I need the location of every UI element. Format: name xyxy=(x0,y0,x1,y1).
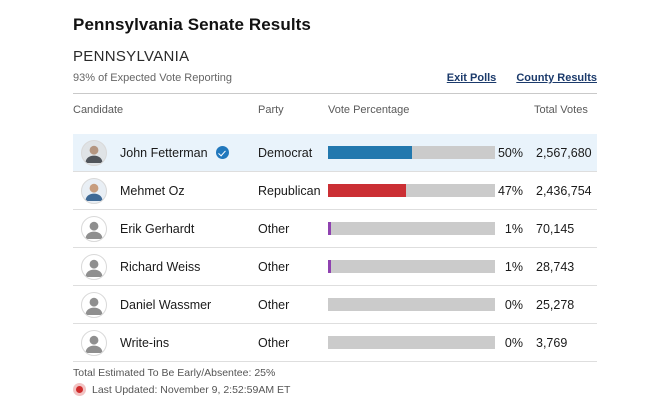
absentee-note: Total Estimated To Be Early/Absentee: 25… xyxy=(73,367,276,379)
party-label: Democrat xyxy=(258,145,313,160)
footer: Total Estimated To Be Early/Absentee: 25… xyxy=(73,367,597,396)
vote-bar-cell xyxy=(328,336,495,349)
vote-percentage: 47% xyxy=(497,183,523,198)
vote-bar-track xyxy=(328,222,495,235)
total-votes: 70,145 xyxy=(536,221,575,236)
vote-percentage: 0% xyxy=(504,335,523,350)
vote-percentage: 0% xyxy=(504,297,523,312)
reporting-status: 93% of Expected Vote Reporting xyxy=(73,72,232,84)
vote-percentage: 50% xyxy=(497,145,523,160)
candidate-cell: Daniel Wassmer xyxy=(73,291,258,318)
vote-bar-cell xyxy=(328,298,495,311)
results-table-body: John Fetterman Democrat 50% 2,567,680 Me… xyxy=(73,134,597,362)
party-label: Other xyxy=(258,297,290,312)
total-votes: 28,743 xyxy=(536,259,575,274)
candidate-name: Daniel Wassmer xyxy=(120,297,212,312)
table-header-row: Candidate Party Vote Percentage Total Vo… xyxy=(73,94,597,134)
state-label: PENNSYLVANIA xyxy=(73,48,190,65)
vote-bar-track xyxy=(328,336,495,349)
table-row: Write-ins Other 0% 3,769 xyxy=(73,324,597,362)
candidate-cell: Erik Gerhardt xyxy=(73,215,258,242)
vote-bar-cell xyxy=(328,184,495,197)
candidate-avatar xyxy=(81,177,107,204)
header-party: Party xyxy=(258,104,284,116)
total-votes: 25,278 xyxy=(536,297,575,312)
header-vote-percentage: Vote Percentage xyxy=(328,104,410,116)
candidate-avatar xyxy=(81,329,107,356)
vote-bar-fill xyxy=(328,184,407,197)
vote-percentage: 1% xyxy=(504,221,523,236)
total-votes: 2,436,754 xyxy=(536,183,592,198)
table-row: Richard Weiss Other 1% 28,743 xyxy=(73,248,597,286)
page-title: Pennsylvania Senate Results xyxy=(73,15,311,34)
table-row: John Fetterman Democrat 50% 2,567,680 xyxy=(73,134,597,172)
live-indicator-icon xyxy=(73,383,86,396)
total-votes: 3,769 xyxy=(536,335,568,350)
vote-bar-track xyxy=(328,146,495,159)
table-row: Daniel Wassmer Other 0% 25,278 xyxy=(73,286,597,324)
party-label: Other xyxy=(258,259,290,274)
vote-bar-fill xyxy=(328,260,331,273)
vote-bar-cell xyxy=(328,146,495,159)
candidate-name: John Fetterman xyxy=(120,145,208,160)
candidate-avatar xyxy=(81,291,107,318)
vote-bar-track xyxy=(328,298,495,311)
status-row: 93% of Expected Vote Reporting Exit Poll… xyxy=(73,72,597,94)
total-votes: 2,567,680 xyxy=(536,145,592,160)
party-label: Other xyxy=(258,221,290,236)
party-label: Other xyxy=(258,335,290,350)
candidate-name: Write-ins xyxy=(120,335,170,350)
vote-bar-cell xyxy=(328,260,495,273)
table-row: Erik Gerhardt Other 1% 70,145 xyxy=(73,210,597,248)
vote-bar-cell xyxy=(328,222,495,235)
election-results-module: Pennsylvania Senate Results PENNSYLVANIA… xyxy=(0,0,597,396)
winner-check-icon xyxy=(215,146,229,159)
candidate-avatar xyxy=(81,139,107,166)
candidate-name: Erik Gerhardt xyxy=(120,221,195,236)
vote-bar-track xyxy=(328,260,495,273)
candidate-name: Mehmet Oz xyxy=(120,183,185,198)
candidate-cell: John Fetterman xyxy=(73,139,258,166)
last-updated-line: Last Updated: November 9, 2:52:59AM ET xyxy=(73,383,597,396)
results-links: Exit Polls County Results xyxy=(447,72,597,84)
table-row: Mehmet Oz Republican 47% 2,436,754 xyxy=(73,172,597,210)
candidate-avatar xyxy=(81,215,107,242)
party-label: Republican xyxy=(258,183,321,198)
candidate-cell: Richard Weiss xyxy=(73,253,258,280)
exit-polls-link[interactable]: Exit Polls xyxy=(446,72,497,84)
county-results-link[interactable]: County Results xyxy=(516,72,597,84)
vote-percentage: 1% xyxy=(504,259,523,274)
vote-bar-track xyxy=(328,184,495,197)
candidate-avatar xyxy=(81,253,107,280)
vote-bar-fill xyxy=(328,146,412,159)
header-total-votes: Total Votes xyxy=(534,104,588,116)
candidate-cell: Write-ins xyxy=(73,329,258,356)
candidate-cell: Mehmet Oz xyxy=(73,177,258,204)
candidate-name: Richard Weiss xyxy=(120,259,201,274)
last-updated-text: Last Updated: November 9, 2:52:59AM ET xyxy=(92,383,291,396)
header-candidate: Candidate xyxy=(73,104,124,116)
vote-bar-fill xyxy=(328,222,331,235)
